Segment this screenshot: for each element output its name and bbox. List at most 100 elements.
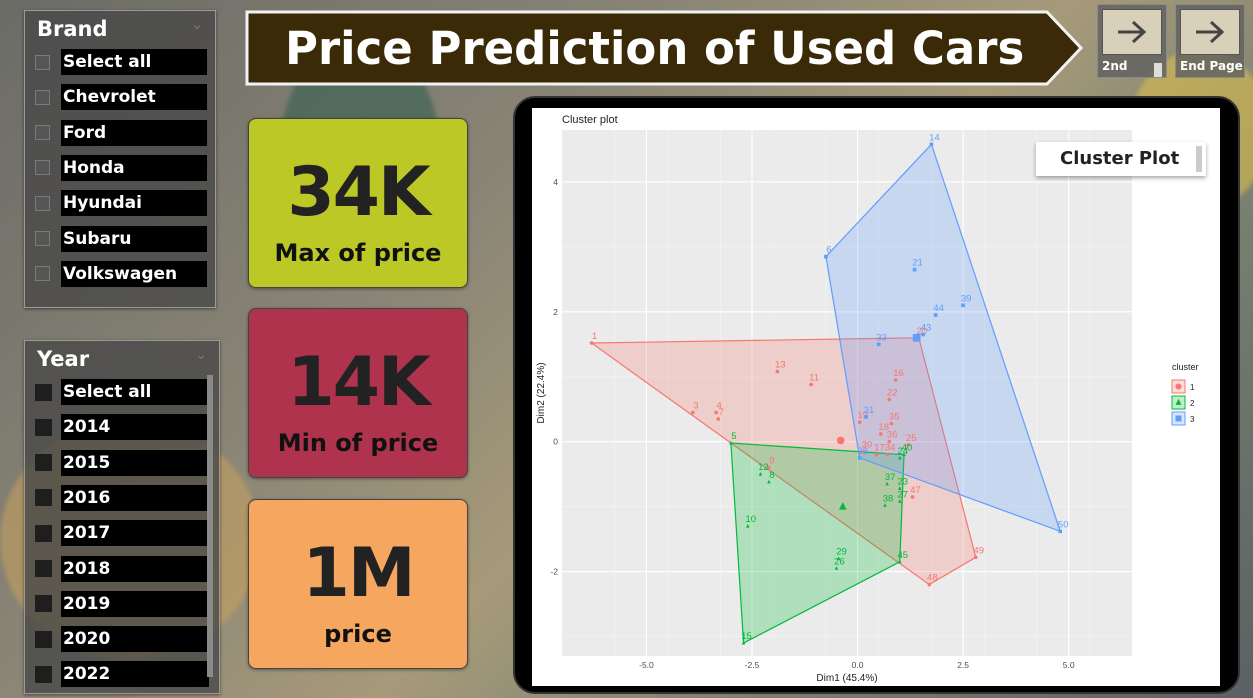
checkbox[interactable] — [35, 266, 50, 282]
data-point — [824, 254, 828, 259]
checkbox[interactable] — [35, 489, 52, 507]
data-point-label: 37 — [885, 472, 896, 483]
checkbox[interactable] — [35, 89, 50, 105]
nav-end-page-button[interactable]: End Page — [1175, 4, 1245, 78]
data-point — [876, 342, 881, 347]
data-point — [741, 640, 746, 645]
x-axis-label: Dim1 (45.4%) — [816, 673, 877, 684]
data-point — [767, 465, 771, 470]
year-option[interactable]: Select all — [35, 379, 209, 405]
option-label: Volkswagen — [61, 260, 207, 287]
data-point — [836, 556, 841, 561]
y-tick-label: 0 — [553, 437, 558, 447]
brand-option[interactable]: Subaru — [35, 225, 207, 252]
data-point-label: 43 — [921, 323, 932, 334]
brand-slicer: Brand ⌄ Select all Chevrolet Ford Honda Hyun… — [24, 10, 216, 308]
option-label: 2015 — [61, 449, 209, 476]
checkbox[interactable] — [35, 665, 52, 683]
brand-slicer-title: Brand — [37, 17, 108, 41]
legend-title: cluster — [1172, 362, 1199, 372]
data-point-label: 48 — [927, 573, 938, 584]
data-point — [883, 503, 887, 507]
cluster-centroid — [912, 334, 921, 342]
data-point — [906, 443, 911, 447]
brand-option[interactable]: Hyundai — [35, 190, 207, 217]
checkbox[interactable] — [35, 383, 52, 401]
kpi-card-price: 1M price — [248, 499, 468, 669]
nav-2nd-button[interactable]: 2nd — [1097, 4, 1167, 78]
data-point-label: 24 — [897, 446, 908, 457]
cluster-plot-label-text: Cluster Plot — [1060, 148, 1180, 169]
x-tick-label: -2.5 — [745, 660, 760, 670]
brand-option[interactable]: Select all — [35, 49, 207, 75]
brand-option[interactable]: Volkswagen — [35, 260, 207, 287]
data-point-label: 23 — [897, 476, 908, 487]
data-point-label: 5 — [731, 431, 736, 442]
data-point — [921, 332, 925, 337]
year-option[interactable]: 2017 — [35, 520, 209, 547]
brand-option[interactable]: Honda — [35, 154, 207, 181]
checkbox[interactable] — [35, 54, 50, 70]
data-point-label: 39 — [961, 293, 972, 304]
option-label: 2022 — [61, 661, 209, 688]
year-option[interactable]: 2020 — [35, 626, 209, 653]
option-label: Select all — [61, 49, 207, 75]
nav-end-page-label: End Page — [1180, 59, 1243, 73]
year-option[interactable]: 2016 — [35, 484, 209, 511]
data-point-label: 27 — [897, 489, 908, 500]
option-label: Select all — [61, 379, 209, 405]
year-slicer-scrollbar[interactable] — [207, 375, 213, 677]
checkbox[interactable] — [35, 160, 50, 176]
year-option[interactable]: 2014 — [35, 414, 209, 441]
data-point-label: 19 — [857, 410, 868, 421]
year-option[interactable]: 2019 — [35, 590, 209, 617]
data-point — [767, 479, 771, 484]
data-point — [716, 417, 721, 421]
checkbox[interactable] — [35, 231, 50, 246]
brand-option[interactable]: Ford — [35, 119, 207, 146]
chevron-down-icon[interactable]: ⌄ — [191, 17, 203, 33]
checkbox[interactable] — [35, 195, 50, 211]
chevron-down-icon[interactable]: ⌄ — [195, 347, 207, 363]
legend-label: 2 — [1190, 399, 1195, 408]
data-point — [589, 341, 594, 345]
year-option[interactable]: 2018 — [35, 555, 209, 582]
kpi-value: 14K — [287, 343, 430, 422]
data-point-label: 16 — [893, 368, 904, 379]
data-point-label: 4 — [716, 400, 721, 411]
checkbox[interactable] — [35, 524, 52, 542]
data-point — [912, 267, 917, 272]
checkbox[interactable] — [35, 560, 52, 577]
data-point-label: 44 — [933, 303, 944, 314]
checkbox[interactable] — [35, 418, 52, 436]
option-label: Subaru — [61, 225, 207, 252]
brand-option[interactable]: Chevrolet — [35, 84, 207, 111]
kpi-caption: price — [324, 620, 392, 648]
x-tick-label: 0.0 — [852, 660, 864, 670]
data-point-label: 50 — [1058, 519, 1069, 530]
checkbox[interactable] — [35, 454, 52, 472]
data-point-label: 36 — [887, 430, 898, 441]
legend-label: 3 — [1190, 415, 1195, 424]
x-tick-label: 5.0 — [1063, 660, 1075, 670]
year-option[interactable]: 2022 — [35, 661, 209, 688]
nav-indicator — [1154, 63, 1162, 77]
data-point — [1058, 529, 1063, 534]
kpi-caption: Min of price — [277, 429, 439, 457]
checkbox[interactable] — [35, 125, 50, 141]
data-point-label: 10 — [745, 514, 756, 525]
data-point-label: 33 — [876, 332, 887, 343]
checkbox[interactable] — [35, 630, 52, 648]
data-point-label: 9 — [769, 456, 774, 467]
cluster-plot-visual[interactable]: -5.0 -2.5 0.0 2.5 5.0 -2 0 2 4 Cluster plot Dim1 (… — [532, 108, 1220, 686]
year-option[interactable]: 2015 — [35, 449, 209, 476]
chart-title: Cluster plot — [562, 114, 618, 126]
data-point — [897, 559, 902, 564]
kpi-value: 34K — [287, 153, 430, 232]
data-point-label: 3 — [693, 400, 698, 411]
checkbox[interactable] — [35, 595, 52, 613]
data-point — [758, 472, 763, 476]
option-label: Ford — [61, 119, 207, 146]
data-point-label: 38 — [883, 493, 894, 504]
y-axis-label: Dim2 (22.4%) — [536, 362, 547, 423]
